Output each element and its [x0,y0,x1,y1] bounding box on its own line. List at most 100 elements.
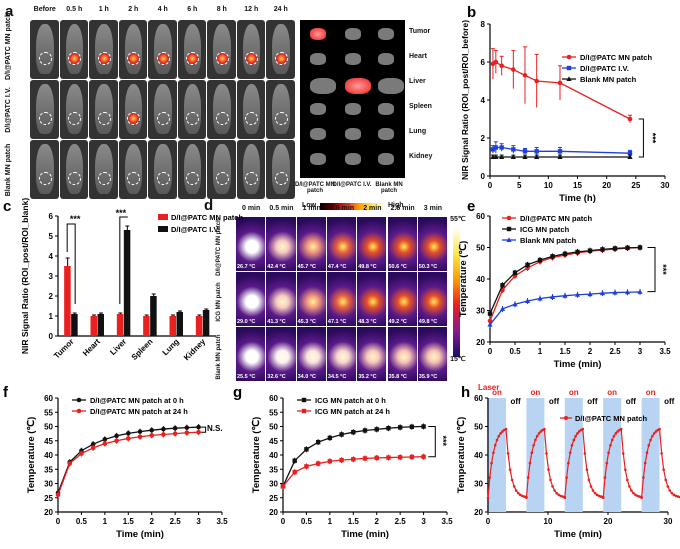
data-point [522,149,528,154]
organ-blob [345,78,371,94]
significance-bracket [119,216,128,304]
tumor-roi-circle [186,172,200,185]
legend-label: ICG MN patch at 24 h [315,407,390,416]
y-tick-label: 60 [269,394,278,403]
data-point [537,432,541,435]
data-point [621,452,625,455]
data-point [543,427,546,431]
significance-label: *** [70,214,81,224]
data-point [499,306,506,311]
data-point [76,408,82,414]
data-point [551,485,554,488]
thermal-temp-label: 49.2 °C [388,319,407,325]
category-label: Spleen [130,337,155,362]
thermal-temp-label: 47.1 °C [327,319,347,325]
thermal-image: 45.7 °C [296,217,326,271]
legend-label: Blank MN patch [520,236,577,245]
thermal-time-label: 2.5 min [390,205,415,212]
mouse-image [207,20,236,79]
data-point [632,491,635,495]
y-axis-label: Temperature (℃) [251,417,262,493]
data-point [315,461,321,466]
mouse-image [177,80,206,139]
panel-letter-f: f [3,384,9,401]
data-point [660,452,663,455]
data-point [486,496,490,500]
data-point [649,438,652,442]
organ-column-label: D/I@PATC I.V. [332,182,372,188]
x-axis-label: Time (min) [554,529,602,540]
tumor-roi-circle [215,172,229,185]
data-point [585,468,589,471]
thermal-time-label: 2 min [363,205,382,212]
y-tick-label: 6 [481,58,486,67]
data-point [577,430,581,433]
data-point [645,451,649,455]
data-point [315,439,321,445]
data-point [623,468,627,471]
data-point [301,408,307,414]
mouse-image [148,80,177,139]
thermal-time-label: 0 min [242,205,261,212]
legend-swatch [158,226,168,232]
y-tick-label: 40 [476,275,485,284]
thermal-temp-label: 34.5 °C [327,374,347,380]
organ-blob [345,103,361,115]
organ-blob [310,128,326,140]
tumor-roi-circle [127,172,141,185]
thermal-image: 49.2 °C [387,272,417,326]
panel-letter-b: b [467,4,476,21]
mouse-image [207,140,236,199]
thermal-temp-label: 26.7 °C [237,264,256,270]
thermal-temp-label: 35.2 °C [358,374,377,380]
data-point [535,434,539,438]
data-point [581,427,585,431]
bar [150,296,157,336]
mouse-image [236,140,265,199]
significance-bracket [638,118,644,158]
series-line [489,246,641,322]
organ-blob [310,28,326,40]
tumor-roi-circle [156,112,170,125]
category-label: Liver [108,337,128,357]
data-point [627,154,633,159]
data-point [196,429,201,435]
data-point [676,495,680,498]
x-tick-label: 1 [328,517,333,526]
mouse-image [177,20,206,79]
data-point [628,485,631,488]
mouse-image [59,20,88,79]
y-axis-label: Temperature (℃) [456,417,467,493]
thermal-temp-label: 42.4 °C [267,264,286,270]
y-tick-label: 3 [49,272,54,281]
x-tick-label: 5 [517,181,522,190]
data-point [587,248,593,253]
mouse-image [207,80,236,139]
data-point [504,427,508,431]
thermal-image: 49.8 °C [357,217,387,271]
laser-on-label: on [646,388,656,397]
mouse-image [266,140,295,199]
x-tick-label: 2 [149,517,154,526]
y-tick-label: 40 [474,451,483,460]
organ-blob [378,53,394,65]
timepoint-label: 2 h [128,6,139,13]
laser-on-label: on [607,388,617,397]
significance-label: *** [647,133,657,144]
x-tick-label: 20 [602,181,611,190]
data-point [386,455,391,460]
data-point [125,436,131,441]
mouse-image [89,140,118,199]
y-tick-label: 50 [269,423,278,432]
data-point [137,429,143,434]
x-tick-label: 3.5 [659,347,671,356]
data-point [55,492,61,498]
panel-letter-h: h [461,384,470,401]
y-tick-label: 0 [49,332,54,341]
x-tick-label: 15 [573,181,582,190]
thermal-image: 48.3 °C [357,272,387,326]
tumor-roi-circle [186,52,200,65]
mouse-image [30,140,59,199]
bar [116,314,124,336]
thermal-temp-label: 41.3 °C [267,319,286,325]
